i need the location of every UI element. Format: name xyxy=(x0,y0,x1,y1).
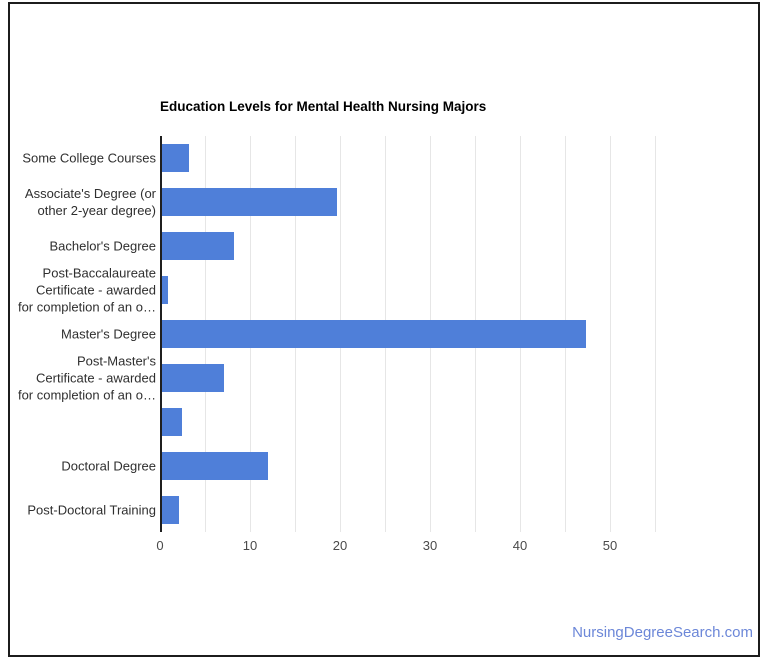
category-label-line: Some College Courses xyxy=(22,150,156,166)
bar[interactable] xyxy=(161,452,268,480)
bar[interactable] xyxy=(161,496,179,524)
x-tick-label: 30 xyxy=(422,538,438,553)
gridline xyxy=(610,136,611,532)
category-label-line: Post-Baccalaureate xyxy=(42,265,156,281)
bar[interactable] xyxy=(161,232,234,260)
category-label: Doctoral Degree xyxy=(10,458,156,475)
category-label: Master's Degree xyxy=(10,326,156,343)
category-label: Post-Baccalaureate Certificate - awarded f… xyxy=(10,265,156,316)
x-tick-label: 50 xyxy=(602,538,618,553)
category-label: Post-Doctoral Training xyxy=(10,502,156,519)
gridline xyxy=(655,136,656,532)
category-label-line: for completion of an o… xyxy=(17,387,156,403)
plot-area xyxy=(160,136,656,532)
x-tick-label: 0 xyxy=(156,538,164,553)
footer-link[interactable]: NursingDegreeSearch.com xyxy=(572,624,753,641)
category-label-line: Certificate - awarded xyxy=(36,282,156,298)
x-tick-label: 10 xyxy=(242,538,258,553)
category-label-line: Post-Master's xyxy=(76,353,156,369)
bar[interactable] xyxy=(161,364,224,392)
category-label-line: Master's Degree xyxy=(61,326,156,342)
chart-frame: Education Levels for Mental Health Nursi… xyxy=(8,2,760,657)
category-label: Some College Courses xyxy=(10,150,156,167)
x-tick-label: 20 xyxy=(332,538,348,553)
y-axis-baseline xyxy=(160,136,162,532)
bar[interactable] xyxy=(161,320,587,348)
category-label-line: Doctoral Degree xyxy=(61,458,156,474)
category-label-line: Certificate - awarded xyxy=(36,370,156,386)
category-label: Associate's Degree (or other 2-year degre… xyxy=(10,185,156,219)
bar[interactable] xyxy=(161,188,337,216)
category-label-line: for completion of an o… xyxy=(17,299,156,315)
bar[interactable] xyxy=(161,144,189,172)
category-label: Bachelor's Degree xyxy=(10,238,156,255)
category-label: Post-Master's Certificate - awarded for co… xyxy=(10,353,156,404)
bar[interactable] xyxy=(161,408,183,436)
category-label-line: Bachelor's Degree xyxy=(49,238,156,254)
chart-title: Education Levels for Mental Health Nursi… xyxy=(160,99,487,114)
category-label-line: other 2-year degree) xyxy=(37,203,156,218)
bar[interactable] xyxy=(161,276,168,304)
category-label-line: Post-Doctoral Training xyxy=(27,502,156,518)
category-label-line: Associate's Degree (or xyxy=(24,186,156,201)
x-tick-label: 40 xyxy=(512,538,528,553)
